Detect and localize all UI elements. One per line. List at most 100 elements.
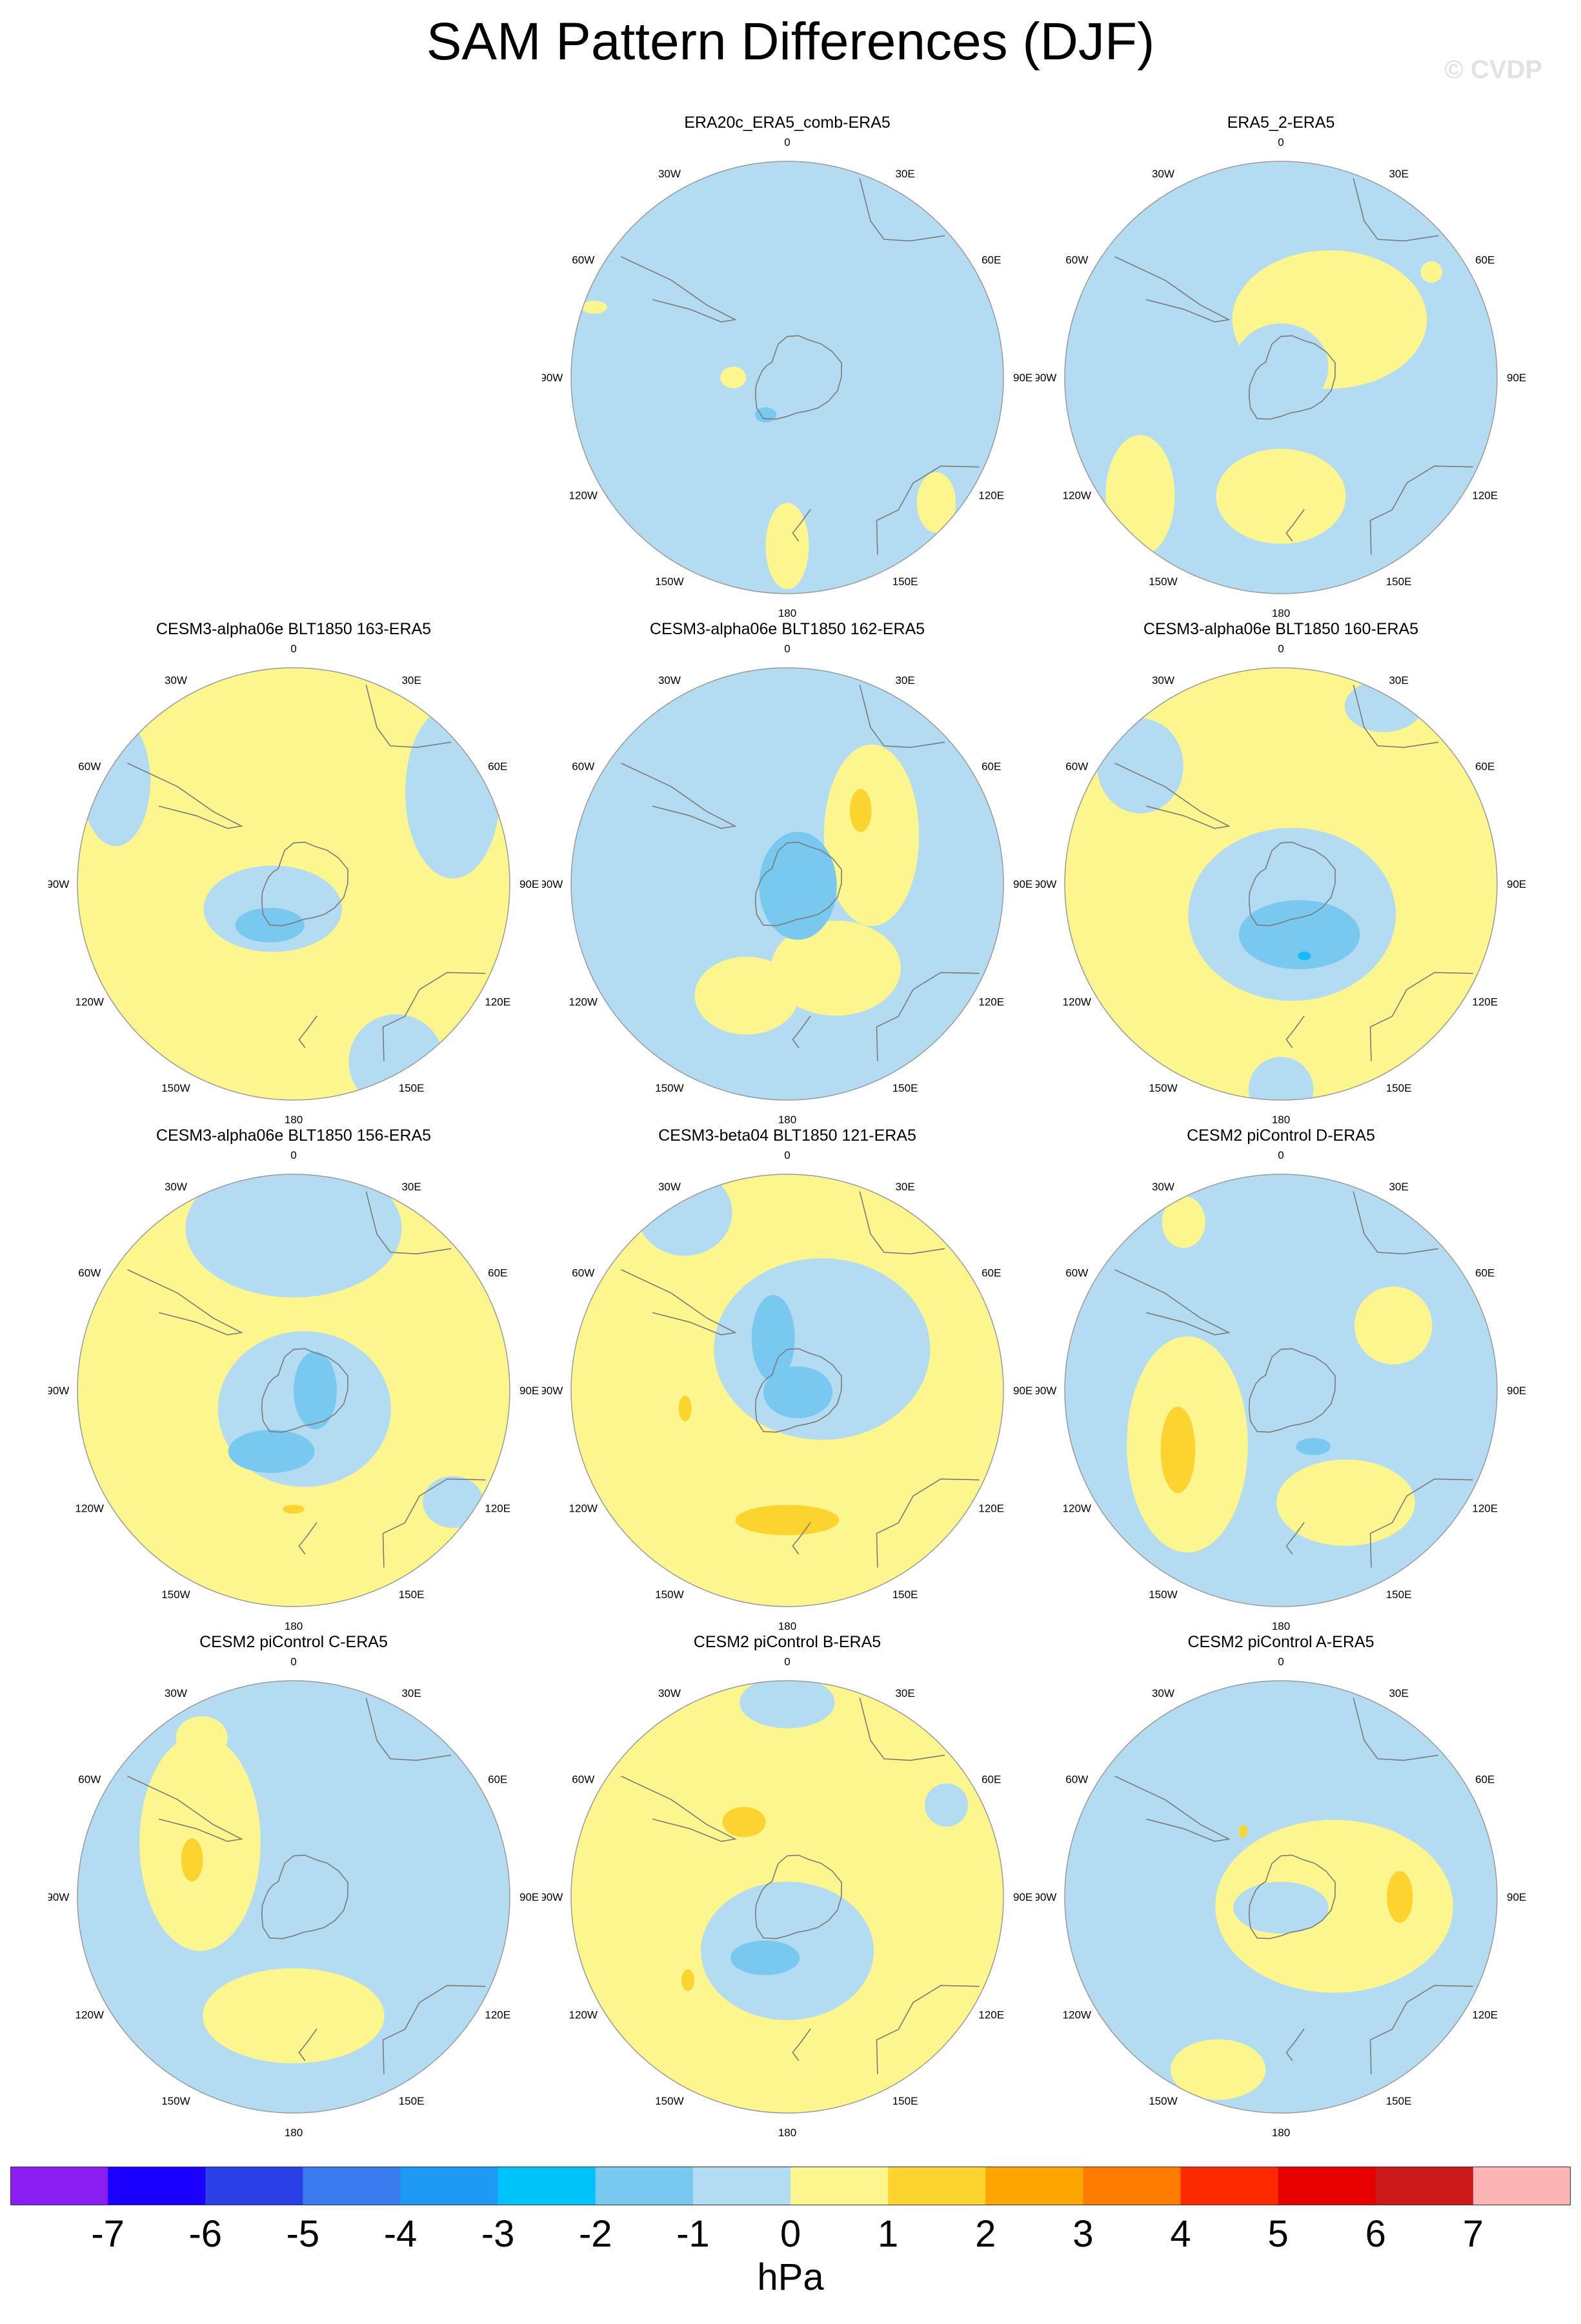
anomaly-contour-region	[283, 1505, 305, 1514]
watermark: © CVDP	[1444, 55, 1542, 84]
south-america-coastline	[621, 1269, 737, 1336]
colorbar-tick-label: -6	[188, 2213, 223, 2255]
new-zealand-coastline	[298, 2028, 317, 2061]
longitude-label: 90E	[519, 1385, 539, 1397]
africa-coastline	[859, 1191, 945, 1255]
longitude-label: 90E	[1507, 878, 1526, 890]
longitude-label: 30E	[895, 674, 914, 686]
polar-map: 0 30E 60E 90E 120E 150E 180 150W 120W 90W 60W 30W	[48, 1149, 539, 1632]
colorbar-swatch	[790, 2167, 889, 2205]
anomaly-contour-region	[294, 1351, 337, 1430]
australia-coastline	[382, 972, 486, 1061]
longitude-label: 120E	[1472, 490, 1498, 502]
colorbar-tick-label: -3	[481, 2213, 515, 2255]
colorbar-tick-label: -5	[286, 2213, 320, 2255]
new-zealand-coastline	[792, 509, 811, 542]
longitude-label: 30W	[658, 1181, 681, 1193]
longitude-label: 60E	[488, 1267, 507, 1279]
map-panel: ERA5_2-ERA5 0 30E 60E 90E 120E 150E 180 150W 120W…	[1036, 110, 1526, 619]
anomaly-contour-region	[823, 744, 920, 927]
longitude-label: 60W	[78, 1267, 101, 1279]
antarctica-coastline	[261, 1854, 348, 1939]
south-america-coastline	[127, 763, 243, 829]
colorbar-tick-label: 0	[780, 2213, 801, 2255]
longitude-label: 150E	[1386, 2095, 1412, 2107]
new-zealand-coastline	[792, 2028, 811, 2061]
africa-coastline	[365, 1698, 452, 1761]
antarctica-coastline	[261, 1348, 348, 1433]
longitude-label: 60E	[1475, 1773, 1495, 1785]
longitude-label: 30W	[165, 1181, 187, 1193]
australia-coastline	[876, 1985, 980, 2074]
longitude-label: 90W	[542, 878, 563, 890]
longitude-label: 120E	[485, 996, 510, 1008]
longitude-label: 120W	[1063, 1503, 1091, 1515]
anomaly-contour-region	[1296, 1437, 1331, 1456]
colorbar-swatch	[1375, 2167, 1474, 2205]
colorbar	[10, 2167, 1571, 2205]
longitude-label: 180	[778, 607, 796, 619]
panel-title: CESM2 piControl A-ERA5	[1187, 1633, 1375, 1651]
australia-coastline	[1369, 1478, 1473, 1568]
map-border	[570, 1174, 1004, 1607]
new-zealand-coastline	[1285, 1522, 1305, 1555]
longitude-label: 120E	[1472, 2009, 1498, 2021]
longitude-label: 120W	[569, 996, 598, 1008]
anomaly-contour-region	[730, 1940, 800, 1976]
longitude-label: 120W	[76, 2009, 104, 2021]
anomaly-contour-region	[581, 301, 608, 314]
longitude-label: 150E	[399, 1588, 425, 1601]
longitude-label: 30W	[1152, 168, 1174, 180]
longitude-label: 120W	[1063, 2009, 1091, 2021]
longitude-label: 150E	[399, 1082, 425, 1094]
anomaly-contour-region	[1276, 1459, 1415, 1547]
africa-coastline	[859, 178, 945, 242]
anomaly-contour-region	[637, 1174, 732, 1256]
longitude-label: 90W	[542, 372, 563, 384]
longitude-label: 60W	[572, 1773, 594, 1785]
longitude-label: 90W	[1036, 878, 1056, 890]
longitude-label: 60E	[1475, 254, 1495, 266]
anomaly-contour-region	[1344, 680, 1423, 732]
anomaly-contour-region	[81, 716, 150, 846]
longitude-label: 120W	[1063, 490, 1091, 502]
anomaly-contour-region	[694, 956, 799, 1035]
map-border	[570, 667, 1004, 1101]
colorbar-tick-label: -4	[383, 2213, 418, 2255]
anomaly-contour-region	[1238, 1825, 1248, 1838]
longitude-label: 150E	[1386, 576, 1412, 588]
africa-coastline	[859, 685, 945, 748]
anomaly-contour-region	[916, 472, 956, 533]
longitude-label: 150W	[655, 576, 683, 588]
longitude-label: 0	[1278, 1149, 1284, 1161]
australia-coastline	[1369, 465, 1473, 555]
map-background-field	[1065, 1174, 1497, 1607]
longitude-label: 30E	[895, 1181, 914, 1193]
longitude-label: 60W	[78, 1773, 101, 1785]
longitude-label: 90W	[1036, 372, 1056, 384]
longitude-label: 60W	[1065, 760, 1088, 772]
longitude-label: 60W	[572, 1267, 594, 1279]
longitude-label: 90E	[1507, 372, 1526, 384]
new-zealand-coastline	[298, 1522, 317, 1555]
longitude-label: 150W	[161, 1588, 190, 1601]
anomaly-contour-region	[203, 1968, 385, 2063]
longitude-label: 90E	[519, 1891, 539, 1903]
panel-title: ERA20c_ERA5_comb-ERA5	[684, 114, 891, 132]
anomaly-contour-region	[1215, 1819, 1453, 1993]
longitude-label: 0	[290, 1656, 296, 1668]
map-border	[77, 667, 510, 1101]
colorbar-swatch	[1473, 2167, 1571, 2205]
south-america-coastline	[1114, 256, 1231, 323]
longitude-label: 90E	[1013, 372, 1032, 384]
longitude-label: 180	[1272, 1620, 1290, 1632]
longitude-label: 30W	[1152, 1687, 1174, 1699]
map-border	[1064, 161, 1498, 594]
south-america-coastline	[621, 763, 737, 829]
longitude-label: 30W	[658, 674, 681, 686]
polar-map: 0 30E 60E 90E 120E 150E 180 150W 120W 90W 60W 30W	[1036, 1656, 1526, 2139]
polar-map: 0 30E 60E 90E 120E 150E 180 150W 120W 90W 60W 30W	[542, 643, 1032, 1126]
longitude-label: 150W	[1149, 576, 1177, 588]
africa-coastline	[365, 685, 452, 748]
panel-title: CESM3-alpha06e BLT1850 163-ERA5	[156, 620, 432, 638]
